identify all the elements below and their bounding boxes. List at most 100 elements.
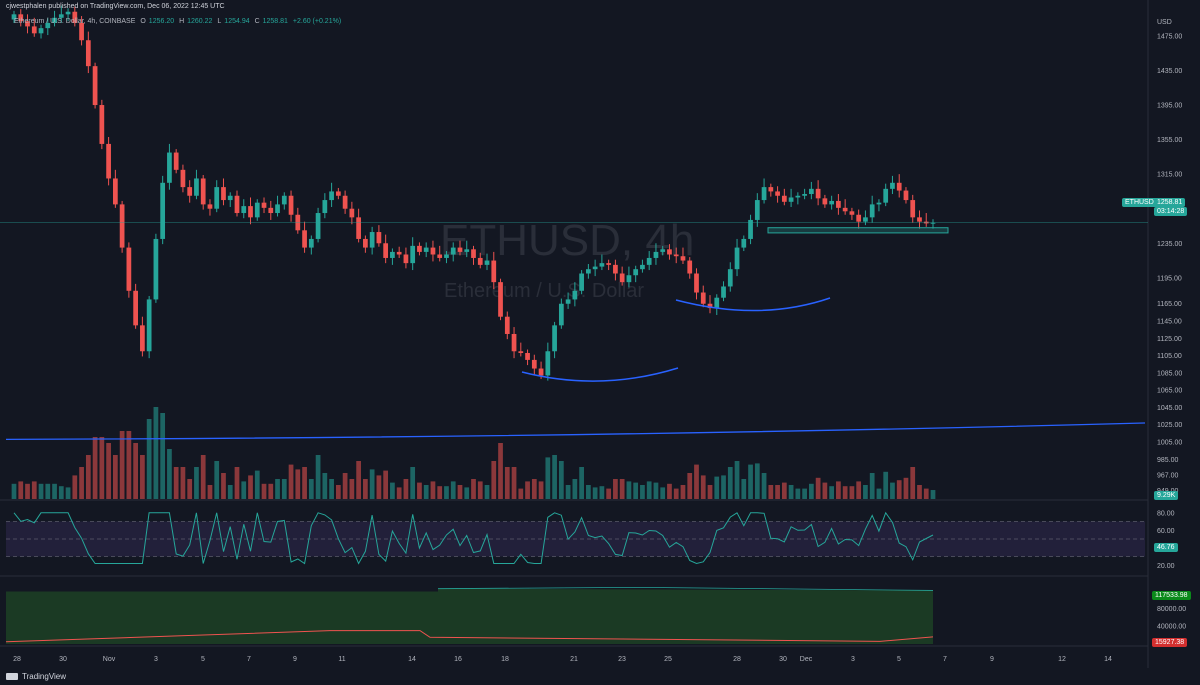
- volume-bar: [754, 463, 760, 499]
- time-tick-label: 14: [1104, 656, 1112, 663]
- candle: [356, 217, 361, 239]
- volume-bar: [511, 467, 517, 499]
- volume-bar: [79, 467, 84, 499]
- candle: [842, 207, 848, 212]
- volume-bar: [167, 449, 172, 499]
- volume-bar: [308, 479, 314, 499]
- time-tick-label: 18: [501, 656, 509, 663]
- volume-bar: [565, 485, 571, 499]
- volume-bar: [896, 480, 902, 499]
- volume-bar: [403, 479, 409, 499]
- candle: [788, 197, 794, 202]
- price-tick-label: 1005.00: [1157, 439, 1182, 446]
- volume-bar: [640, 485, 645, 499]
- time-tick-label: Dec: [800, 656, 813, 663]
- candle: [464, 249, 470, 252]
- volume-bar: [761, 473, 767, 499]
- volume-bar: [187, 479, 193, 499]
- candle: [119, 204, 125, 248]
- symbol-description: Ethereum / U.S. Dollar, 4h, COINBASE: [14, 18, 136, 25]
- price-tick-label: 967.00: [1157, 472, 1179, 479]
- candle: [896, 182, 902, 191]
- candle: [112, 178, 118, 205]
- candle: [369, 232, 375, 248]
- ohlc-close-label: C: [254, 18, 260, 25]
- candle: [802, 194, 807, 196]
- volume-bar: [694, 464, 699, 499]
- volume-bar: [599, 486, 605, 499]
- volume-bar: [52, 483, 57, 499]
- volume-bar: [11, 483, 17, 499]
- volume-bar: [173, 467, 179, 499]
- candle: [383, 243, 389, 258]
- candle: [673, 254, 679, 257]
- candle: [721, 286, 726, 298]
- time-tick-label: 5: [201, 656, 205, 663]
- candle: [200, 178, 206, 205]
- support-zone: [767, 227, 949, 234]
- volume-bar: [85, 455, 91, 499]
- ohlc-high-label: H: [179, 18, 185, 25]
- time-tick-label: 21: [570, 656, 578, 663]
- volume-bar: [822, 482, 828, 499]
- candle: [930, 222, 936, 224]
- volume-bar: [92, 437, 98, 499]
- volume-bar: [356, 461, 361, 499]
- volume-bar: [680, 485, 686, 499]
- candle: [180, 169, 186, 188]
- volume-bar: [430, 481, 436, 499]
- candle: [140, 325, 145, 352]
- volume-bar: [903, 477, 909, 499]
- volume-bar: [18, 481, 24, 499]
- volume-bar: [545, 457, 551, 499]
- candle: [511, 333, 517, 352]
- ohlc-open: 1256.20: [148, 18, 175, 25]
- candle: [106, 143, 111, 179]
- ohlc-low-label: L: [217, 18, 222, 25]
- price-tick-label: 1065.00: [1157, 388, 1182, 395]
- volume-bar: [464, 487, 470, 499]
- volume-bar: [423, 485, 429, 499]
- volume-bar: [734, 461, 740, 499]
- candle: [525, 352, 530, 360]
- volume-bar: [146, 419, 152, 499]
- publisher-line: cjwestphalen published on TradingView.co…: [6, 3, 225, 10]
- volume-bar: [457, 485, 463, 499]
- candle: [741, 238, 747, 248]
- time-tick-label: 5: [897, 656, 901, 663]
- volume-bar: [281, 479, 287, 499]
- candle: [829, 200, 835, 205]
- candle: [754, 200, 760, 220]
- candle: [45, 22, 51, 29]
- volume-bar: [484, 485, 490, 499]
- candle: [322, 200, 328, 214]
- price-tick-label: 1105.00: [1157, 353, 1182, 360]
- candle: [146, 299, 152, 352]
- ohlc-open-label: O: [140, 18, 146, 25]
- obv-red-line: [5, 630, 934, 643]
- candle: [31, 26, 37, 34]
- candle: [173, 152, 179, 170]
- candle: [376, 232, 382, 244]
- candle: [430, 247, 436, 255]
- price-tick-label: 1395.00: [1157, 103, 1182, 110]
- footer-brand-label: TradingView: [22, 672, 67, 681]
- volume-bar: [38, 483, 44, 499]
- volume-bar: [653, 482, 659, 499]
- volume-bar: [471, 479, 476, 499]
- footer-brand[interactable]: TradingView: [6, 672, 66, 681]
- price-tick-label: 1355.00: [1157, 137, 1182, 144]
- candle: [795, 195, 801, 198]
- volume-bar: [592, 487, 598, 499]
- candle: [410, 245, 416, 264]
- candle: [254, 202, 260, 218]
- volume-bar: [707, 485, 713, 499]
- volume-bar: [660, 487, 666, 499]
- volume-bar: [923, 488, 929, 499]
- candle: [484, 260, 490, 265]
- candle: [315, 213, 321, 239]
- candle: [903, 190, 909, 201]
- volume-bar: [883, 471, 889, 499]
- candle: [538, 368, 544, 376]
